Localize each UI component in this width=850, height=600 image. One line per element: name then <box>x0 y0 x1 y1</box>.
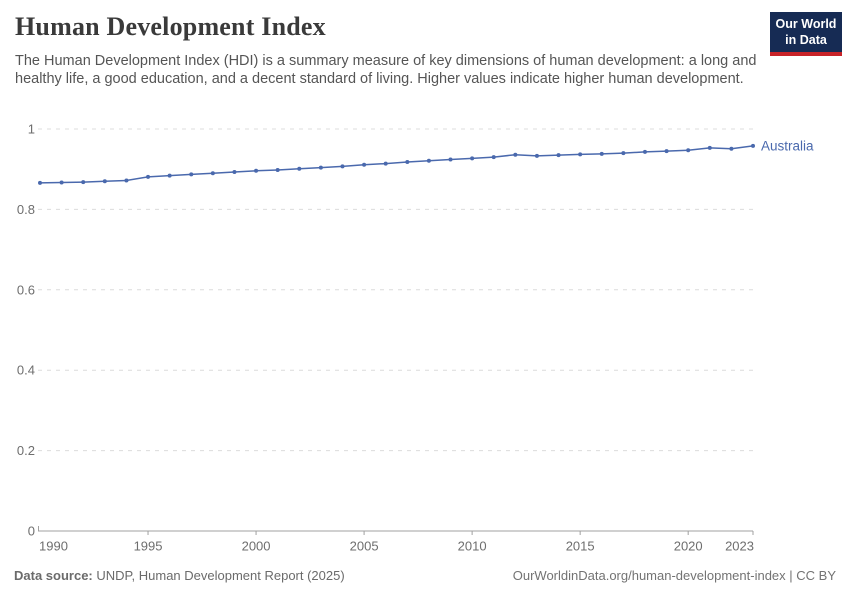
owid-logo-text: Our World in Data <box>770 12 842 53</box>
owid-logo-red-bar <box>770 52 842 57</box>
data-point-2010[interactable] <box>470 156 475 161</box>
x-axis-label-2010: 2010 <box>458 539 487 554</box>
data-point-1997[interactable] <box>189 172 194 177</box>
data-point-1991[interactable] <box>59 180 64 185</box>
data-point-1994[interactable] <box>124 178 129 183</box>
owid-logo-line2: in Data <box>785 32 827 47</box>
hdi-line-chart[interactable]: 0 0.2 0.4 0.6 0.8 1 1990 1995 2000 2005 2010 2015 20… <box>0 112 850 560</box>
x-axis-label-1990: 1990 <box>39 539 68 554</box>
data-source-label: Data source: <box>14 568 93 583</box>
data-point-2017[interactable] <box>621 151 626 156</box>
y-axis-label-1: 1 <box>28 122 35 137</box>
data-point-2009[interactable] <box>448 157 453 162</box>
x-axis-label-2015: 2015 <box>566 539 595 554</box>
data-point-1990[interactable] <box>38 180 42 185</box>
data-point-1992[interactable] <box>81 180 86 185</box>
y-axis-label-0.4: 0.4 <box>17 363 35 378</box>
data-point-2019[interactable] <box>664 149 669 154</box>
y-axis-label-0: 0 <box>28 524 35 539</box>
data-point-2000[interactable] <box>254 168 259 173</box>
citation-url[interactable]: OurWorldinData.org/human-development-ind… <box>512 568 786 583</box>
data-point-2003[interactable] <box>318 165 323 170</box>
y-axis-label-0.2: 0.2 <box>17 443 35 458</box>
x-axis-label-2000: 2000 <box>242 539 271 554</box>
y-axis-label-0.6: 0.6 <box>17 282 35 297</box>
data-point-2018[interactable] <box>642 149 647 154</box>
chart-footer: Data source: UNDP, Human Development Rep… <box>14 568 836 583</box>
data-source-text: UNDP, Human Development Report (2025) <box>92 568 345 583</box>
data-point-2007[interactable] <box>405 159 410 164</box>
data-point-2008[interactable] <box>426 158 431 163</box>
page-title: Human Development Index <box>15 12 326 41</box>
entity-label-australia[interactable]: Australia <box>761 138 814 153</box>
data-point-2013[interactable] <box>534 153 539 158</box>
owid-logo-line1: Our World <box>775 17 837 31</box>
data-point-2015[interactable] <box>578 152 583 157</box>
x-axis-label-1995: 1995 <box>134 539 163 554</box>
data-point-2021[interactable] <box>707 145 712 150</box>
data-point-2004[interactable] <box>340 164 345 169</box>
x-axis-label-2005: 2005 <box>350 539 379 554</box>
data-point-2002[interactable] <box>297 166 302 171</box>
data-point-1995[interactable] <box>146 174 151 179</box>
data-source: Data source: UNDP, Human Development Rep… <box>14 568 345 583</box>
data-point-2022[interactable] <box>729 146 734 151</box>
owid-logo[interactable]: Our World in Data <box>770 12 842 57</box>
data-point-2016[interactable] <box>599 151 604 156</box>
data-point-2001[interactable] <box>275 168 280 173</box>
chart-subtitle: The Human Development Index (HDI) is a s… <box>15 53 757 88</box>
data-point-2023[interactable] <box>751 143 755 148</box>
data-point-2012[interactable] <box>513 152 518 157</box>
y-axis-label-0.8: 0.8 <box>17 202 35 217</box>
data-point-1993[interactable] <box>102 179 107 184</box>
data-point-1999[interactable] <box>232 170 237 175</box>
data-point-1996[interactable] <box>167 173 172 178</box>
data-point-1998[interactable] <box>210 171 215 176</box>
data-point-2006[interactable] <box>383 161 388 166</box>
trend-line-australia <box>39 145 754 184</box>
data-point-2020[interactable] <box>686 148 691 153</box>
x-axis-label-2020: 2020 <box>674 539 703 554</box>
citation-license: | CC BY <box>785 568 836 583</box>
data-point-2005[interactable] <box>362 162 367 167</box>
x-axis-label-2023: 2023 <box>725 539 754 554</box>
data-point-2014[interactable] <box>556 153 561 158</box>
data-point-2011[interactable] <box>491 155 496 160</box>
citation: OurWorldinData.org/human-development-ind… <box>513 568 836 583</box>
